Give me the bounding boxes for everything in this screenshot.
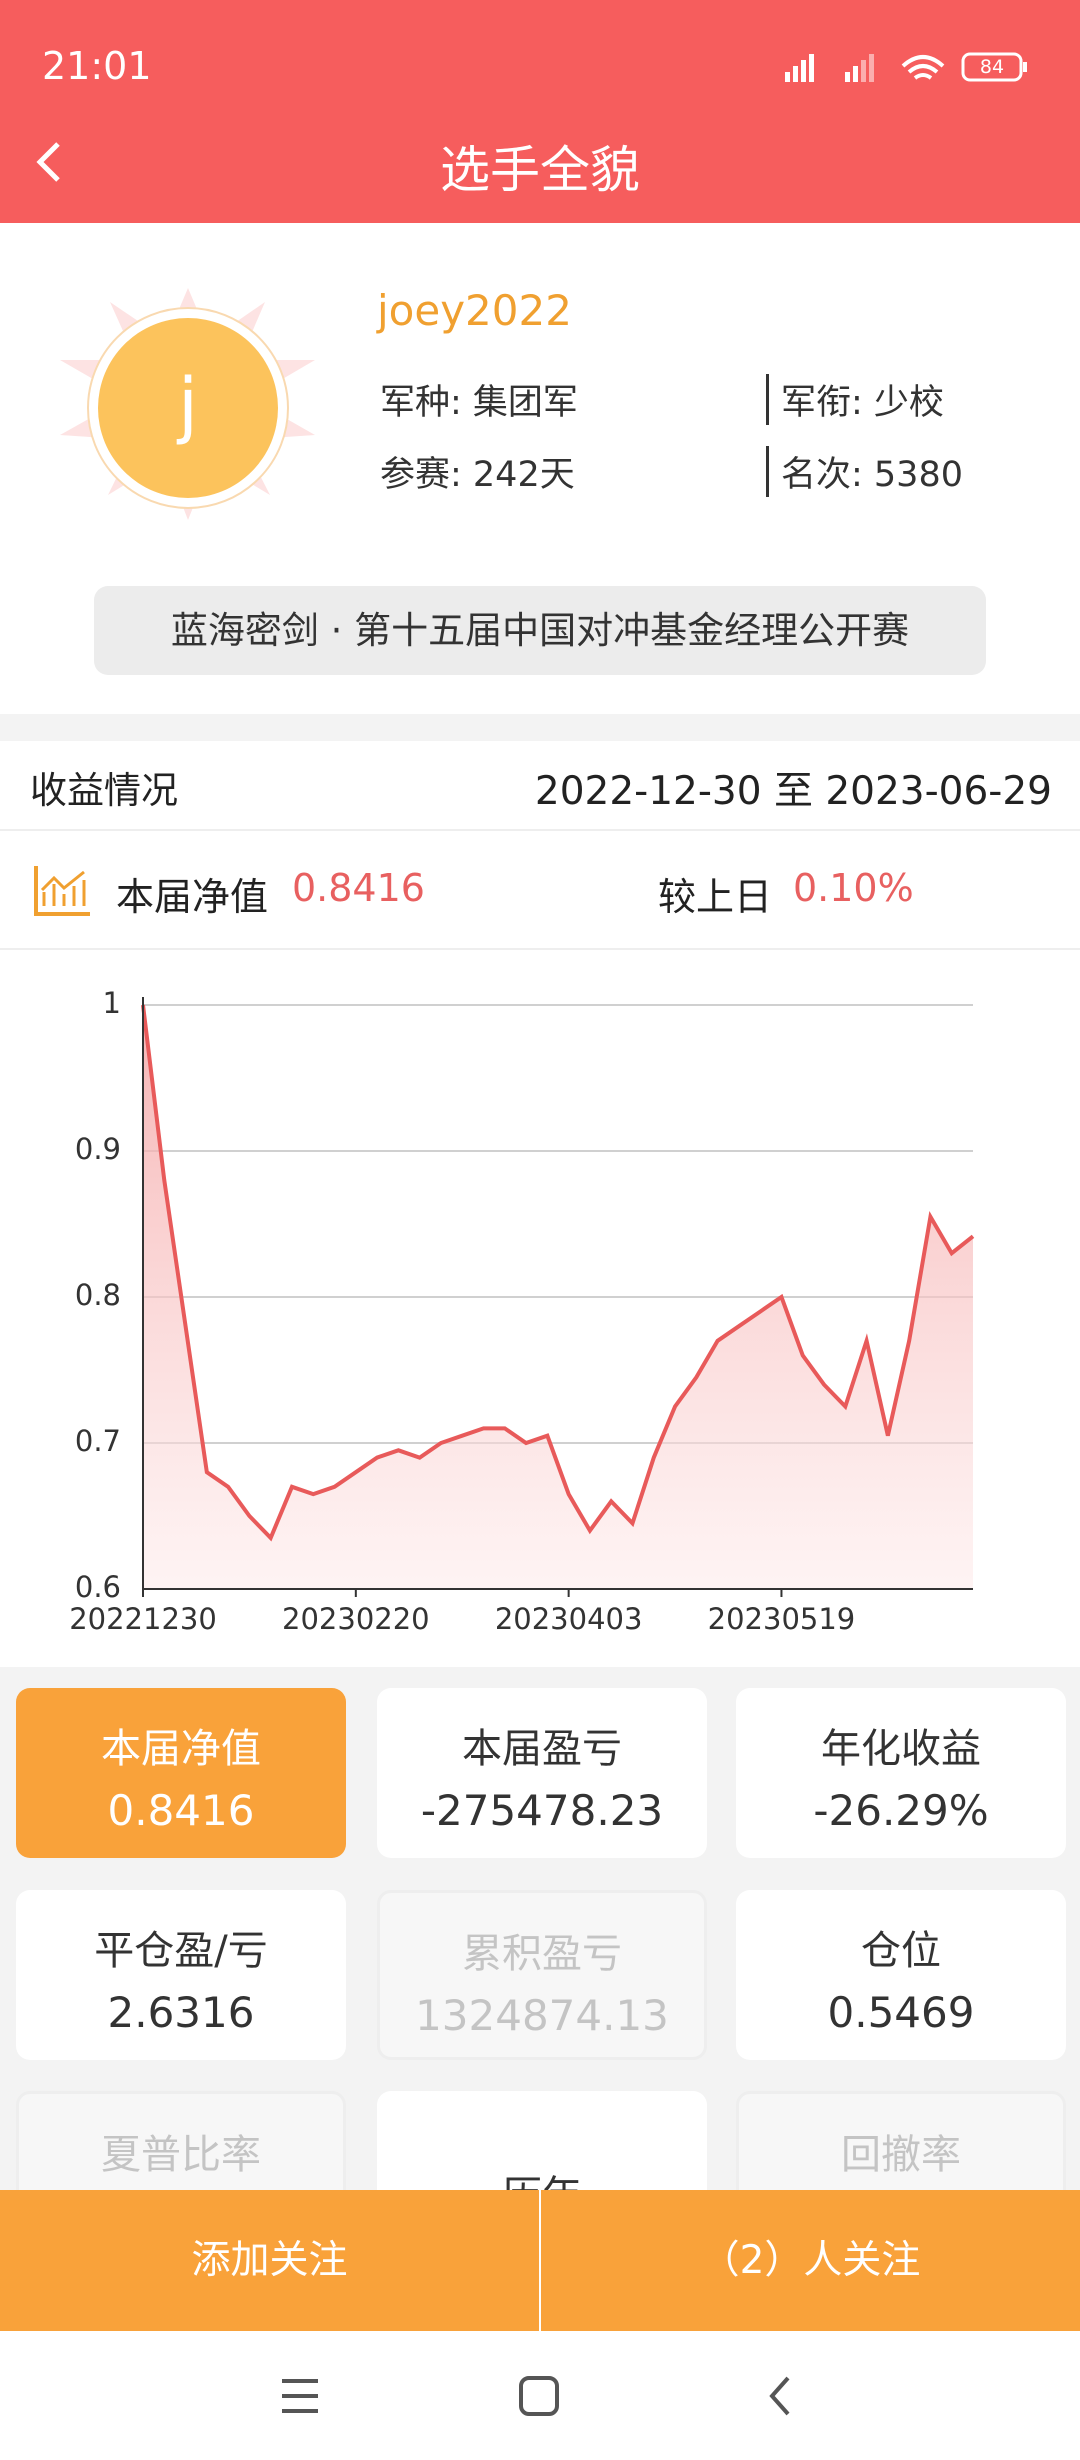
- stat-card[interactable]: 平仓盈/亏 2.6316: [16, 1890, 346, 2060]
- y-tick-label: 0.7: [75, 1424, 121, 1458]
- header-bar: 21:01 84 选手全貌: [0, 0, 1080, 223]
- card-label: 累积盈亏: [462, 1931, 622, 1977]
- change-label: 较上日: [658, 875, 773, 919]
- status-time: 21:01: [42, 44, 152, 88]
- y-tick-label: 0.9: [75, 1132, 121, 1166]
- stat-card[interactable]: 累积盈亏 1324874.13: [377, 1890, 707, 2060]
- avatar-letter: j: [176, 363, 198, 447]
- x-tick-label: 20221230: [69, 1602, 217, 1636]
- y-tick-label: 0.6: [75, 1570, 121, 1604]
- returns-label: 收益情况: [30, 769, 178, 812]
- card-label: 年化收益: [821, 1726, 981, 1772]
- position: 名次: 5380: [766, 446, 963, 497]
- stat-card[interactable]: 本届盈亏 -275478.23: [377, 1688, 707, 1858]
- card-label: 本届净值: [101, 1726, 261, 1772]
- follow-button[interactable]: 添加关注: [191, 2238, 348, 2283]
- back-button[interactable]: [30, 138, 70, 188]
- card-value: 1324874.13: [415, 1991, 669, 2040]
- card-label: 平仓盈/亏: [94, 1928, 268, 1974]
- card-value: 2.6316: [107, 1988, 255, 2037]
- y-tick-label: 1: [103, 986, 121, 1020]
- username: joey2022: [377, 286, 572, 335]
- nav-label: 本届净值: [116, 875, 269, 919]
- days: 参赛: 242天: [380, 455, 575, 495]
- card-label: 夏普比率: [101, 2132, 261, 2178]
- x-tick-label: 20230519: [708, 1602, 856, 1636]
- card-value: -26.29%: [813, 1786, 989, 1835]
- branch: 军种: 集团军: [380, 383, 578, 423]
- line: [141, 1004, 975, 1542]
- x-tick-label: 20230220: [282, 1602, 430, 1636]
- x-tick-label: 20230403: [495, 1602, 643, 1636]
- avatar: j: [60, 288, 315, 520]
- rank: 军衔: 少校: [766, 374, 944, 425]
- battery-level: 84: [980, 56, 1004, 78]
- followers-button[interactable]: （2）人关注: [700, 2238, 921, 2283]
- bottom-bar: 添加关注 （2）人关注: [0, 2190, 1080, 2331]
- divider: [0, 829, 1080, 831]
- change-value: 0.10%: [793, 866, 914, 910]
- stat-card[interactable]: 本届净值 0.8416: [16, 1688, 346, 1858]
- page-title: 选手全貌: [440, 141, 640, 199]
- y-tick-label: 0.8: [75, 1278, 121, 1312]
- stat-card[interactable]: 仓位 0.5469: [736, 1890, 1066, 2060]
- nav-chart: 0.6 0.7 0.8 0.9 1 20221230 20230220 20230403 202…: [69, 986, 975, 1636]
- divider: [539, 2190, 541, 2331]
- status-icons: 84: [785, 52, 1027, 82]
- nav-bar: [282, 2376, 790, 2416]
- chart-icon: [34, 866, 90, 916]
- card-value: 0.8416: [107, 1786, 255, 1835]
- card-value: 0.5469: [827, 1988, 975, 2037]
- card-label: 仓位: [861, 1928, 941, 1974]
- area: [143, 1005, 973, 1589]
- divider: [0, 948, 1080, 950]
- card-label: 回撤率: [841, 2132, 961, 2178]
- card-value: -275478.23: [420, 1786, 664, 1835]
- nav-value: 0.8416: [292, 866, 425, 910]
- stat-card[interactable]: 年化收益 -26.29%: [736, 1688, 1066, 1858]
- divider: [0, 714, 1080, 741]
- card-label: 本届盈亏: [462, 1726, 622, 1772]
- competition-tag: 蓝海密剑 · 第十五届中国对冲基金经理公开赛: [94, 586, 986, 675]
- date-range: 2022-12-30 至 2023-06-29: [534, 769, 1052, 814]
